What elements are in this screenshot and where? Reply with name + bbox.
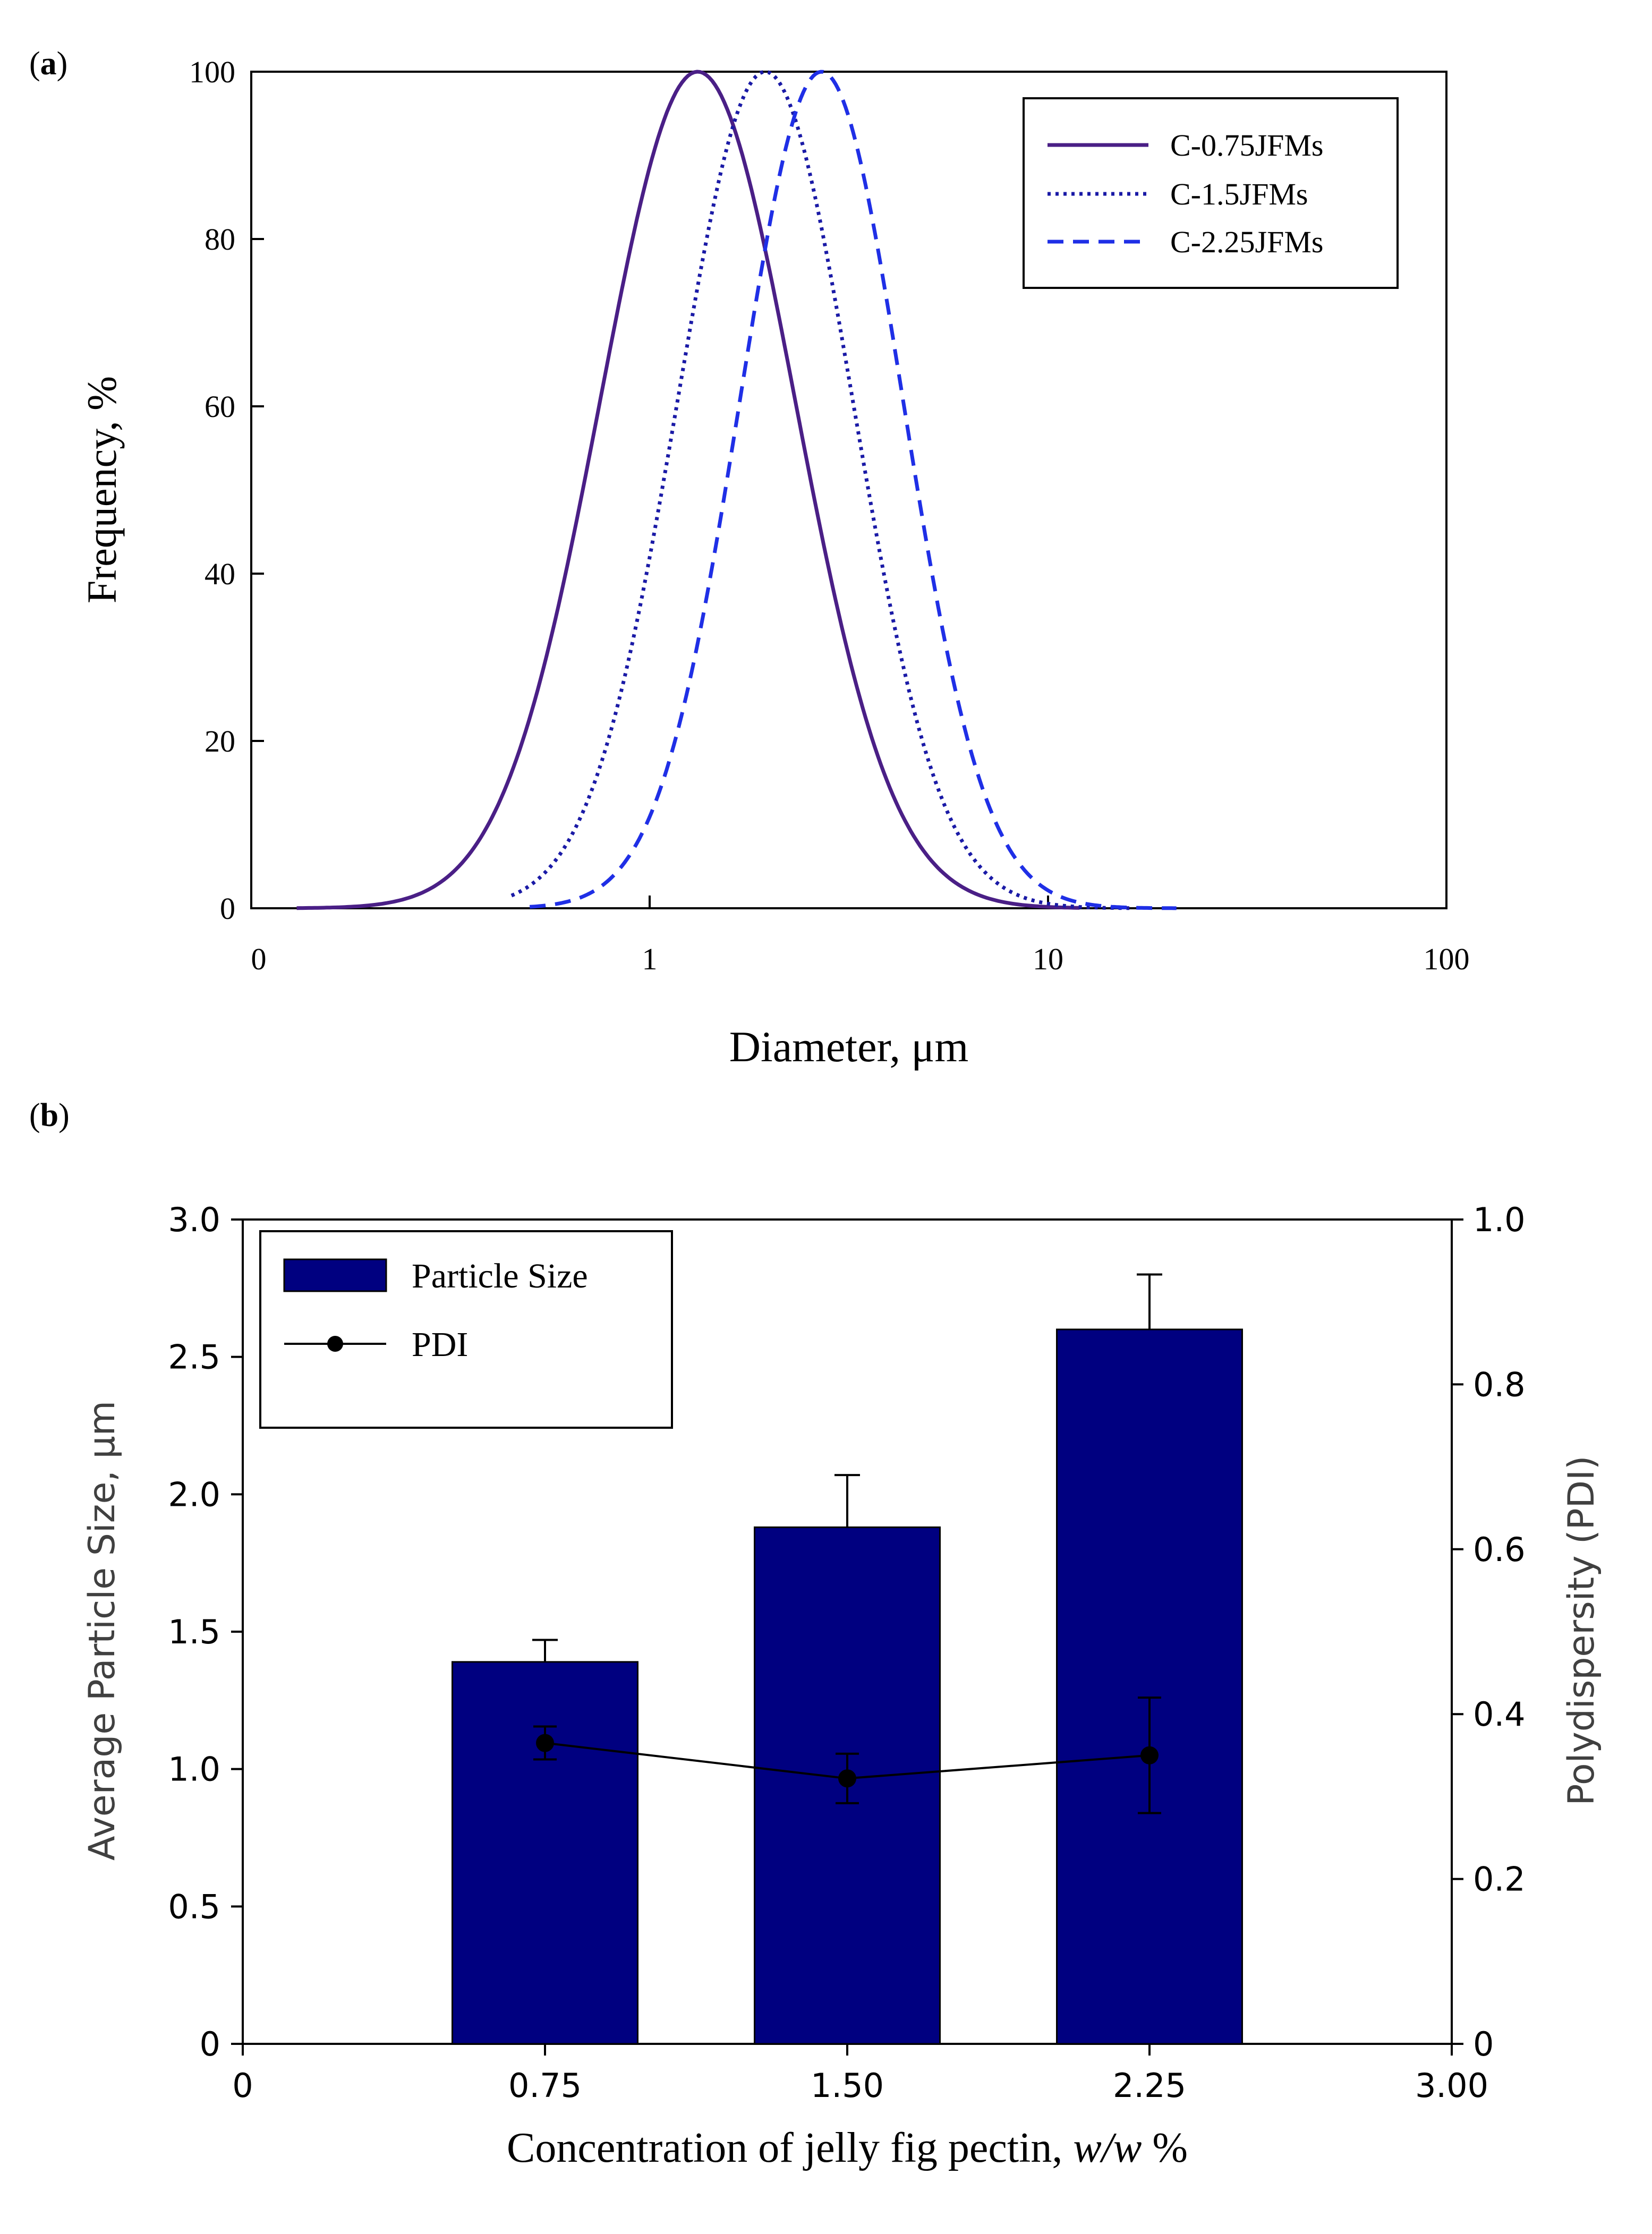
b-pdi-point-1 <box>838 1769 856 1788</box>
a-curve-0 <box>296 70 1080 910</box>
legend-label-particle-size: Particle Size <box>412 1257 588 1295</box>
b-xtick-label-3: 2.25 <box>1113 2066 1186 2105</box>
panel-b-label: (b) <box>29 1097 70 1133</box>
legend-label-pdi: PDI <box>412 1325 468 1364</box>
panel-a-plot-frame <box>250 71 1447 909</box>
b-ytick-label-5: 2.5 <box>168 1338 220 1377</box>
a-ytick-label-4: 80 <box>205 222 235 257</box>
panel-a-x-axis-title: Diameter, μm <box>729 1022 969 1071</box>
legend-label-c075: C-0.75JFMs <box>1170 128 1323 163</box>
a-ytick-label-3: 60 <box>205 389 235 424</box>
legend-label-c15: C-1.5JFMs <box>1170 177 1308 211</box>
panel-b-x-axis-title: Concentration of jelly fig pectin, w/w % <box>507 2125 1188 2171</box>
b-pdi-point-0 <box>536 1734 554 1752</box>
panel-b-x-ticks: 0 0.75 1.50 2.25 3.00 <box>232 2044 1488 2105</box>
b-y2tick-label-3: 0.6 <box>1473 1530 1526 1569</box>
panel-b-pdi-series <box>533 1696 1161 1814</box>
b-ytick-label-3: 1.5 <box>168 1613 220 1651</box>
panel-b: (b) 0 0.5 1.0 1.5 2.0 2.5 3.0 0 0.2 0.4 0.6 0.8 1.0… <box>29 1097 1603 2171</box>
b-xtick-label-0: 0 <box>232 2066 253 2105</box>
a-xtick-label-3: 100 <box>1424 942 1470 976</box>
b-xtick-label-2: 1.50 <box>811 2066 884 2105</box>
a-xtick-label-2: 10 <box>1033 942 1063 976</box>
b-y2tick-label-4: 0.8 <box>1473 1365 1526 1404</box>
panel-b-y2-axis-title: Polydispersity (PDI) <box>1561 1455 1603 1805</box>
panel-a: (a) 0 20 40 60 80 100 0 1 10 100 Frequency, % Di… <box>29 46 1470 1071</box>
panel-a-x-ticks: 0 1 10 100 <box>250 896 1470 976</box>
b-xtick-label-4: 3.00 <box>1415 2066 1488 2105</box>
panel-b-bars <box>452 1328 1243 2045</box>
panel-b-y-ticks: 0 0.5 1.0 1.5 2.0 2.5 3.0 <box>168 1200 243 2064</box>
a-ytick-label-2: 40 <box>205 557 235 591</box>
panel-b-bar-error-bars <box>532 1273 1162 1662</box>
a-ytick-label-5: 100 <box>189 55 235 89</box>
a-ytick-label-0: 0 <box>220 891 235 926</box>
a-xtick-label-1: 1 <box>642 942 658 976</box>
b-ytick-label-0: 0 <box>200 2025 220 2064</box>
panel-a-label: (a) <box>29 46 67 82</box>
b-bar-2 <box>1056 1328 1243 2045</box>
b-ytick-label-2: 1.0 <box>168 1750 220 1789</box>
b-y2tick-label-2: 0.4 <box>1473 1695 1526 1734</box>
panel-b-legend: Particle Size PDI <box>259 1230 673 1429</box>
panel-a-legend-box <box>1023 97 1399 289</box>
legend-marker-pdi <box>327 1336 343 1352</box>
a-xtick-label-0: 0 <box>251 942 267 976</box>
a-curve-2 <box>529 70 1177 910</box>
a-curve-1 <box>510 70 1130 910</box>
b-xtick-label-1: 0.75 <box>508 2066 582 2105</box>
b-y2tick-label-5: 1.0 <box>1473 1200 1526 1239</box>
panel-b-y-axis-title: Average Particle Size, μm <box>81 1401 123 1861</box>
legend-label-c225: C-2.25JFMs <box>1170 225 1323 259</box>
b-ytick-label-6: 3.0 <box>168 1200 220 1239</box>
panel-b-y2-ticks: 0 0.2 0.4 0.6 0.8 1.0 <box>1452 1200 1526 2064</box>
b-pdi-point-2 <box>1140 1746 1159 1764</box>
legend-swatch-particle-size <box>283 1258 387 1292</box>
b-ytick-label-1: 0.5 <box>168 1887 220 1926</box>
b-ytick-label-4: 2.0 <box>168 1475 220 1514</box>
a-ytick-label-1: 20 <box>205 724 235 758</box>
panel-a-curves <box>296 70 1177 910</box>
b-y2tick-label-0: 0 <box>1473 2025 1494 2064</box>
b-y2tick-label-1: 0.2 <box>1473 1860 1526 1899</box>
panel-a-y-axis-title: Frequency, % <box>79 376 125 603</box>
b-bar-0 <box>452 1661 638 2045</box>
panel-a-y-ticks: 0 20 40 60 80 100 <box>189 55 264 926</box>
panel-a-legend: C-0.75JFMs C-1.5JFMs C-2.25JFMs <box>1023 97 1399 289</box>
